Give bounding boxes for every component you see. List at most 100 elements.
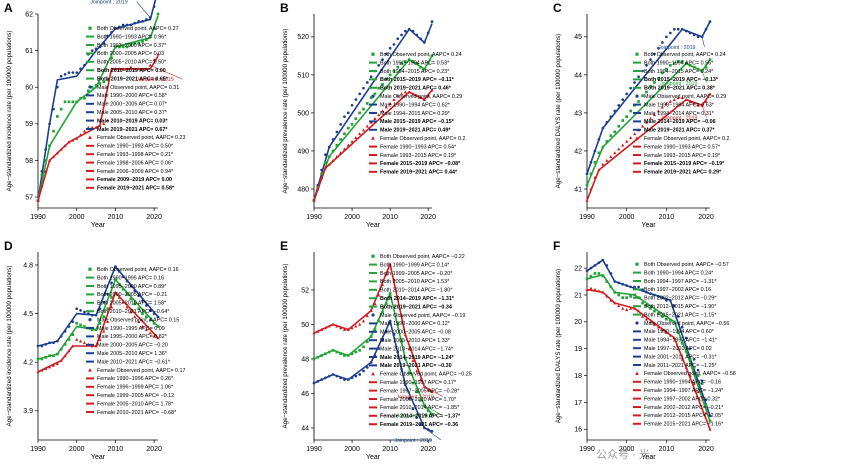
female-observed-point xyxy=(668,99,672,103)
legend-entry: Male 1994−2014 APC= 0.31* xyxy=(644,111,715,117)
both-observed-point xyxy=(156,12,160,16)
female-observed-point xyxy=(75,337,79,341)
male-observed-point xyxy=(411,407,415,411)
female-observed-point xyxy=(323,166,327,170)
legend-point-key xyxy=(635,321,639,325)
female-observed-point xyxy=(316,187,320,191)
female-observed-point xyxy=(688,99,692,103)
both-observed-point xyxy=(71,333,75,337)
both-observed-point xyxy=(106,307,110,311)
legend-entry: Female 2015−2019 APC= −0.08* xyxy=(380,161,461,167)
male-observed-point xyxy=(426,31,430,35)
female-observed-point xyxy=(117,67,121,71)
male-observed-point xyxy=(90,49,94,52)
male-observed-point xyxy=(661,41,664,44)
both-observed-point xyxy=(617,293,621,297)
male-observed-point xyxy=(63,73,67,76)
legend-entry: Both 2005−2010 APC= 1.53* xyxy=(380,279,450,285)
male-observed-point xyxy=(354,374,358,378)
both-observed-point xyxy=(589,274,593,278)
female-fitted-line xyxy=(313,263,433,393)
female-observed-point xyxy=(102,122,106,126)
male-observed-point xyxy=(102,41,106,45)
female-observed-point xyxy=(144,328,148,332)
female-observed-point xyxy=(605,294,609,298)
female-observed-point xyxy=(660,328,664,332)
legend-point-key xyxy=(88,368,92,372)
female-observed-point xyxy=(648,116,653,120)
both-observed-point xyxy=(63,100,67,104)
female-observed-point xyxy=(605,158,609,162)
y-tick-label: 520 xyxy=(297,34,309,41)
male-observed-point xyxy=(645,290,648,294)
male-observed-point xyxy=(52,341,55,345)
legend-entry: Female 2010−2021 APC= −0.68* xyxy=(97,410,177,416)
y-tick-label: 500 xyxy=(297,110,309,117)
both-observed-point xyxy=(676,60,680,63)
both-observed-point xyxy=(110,296,113,299)
male-observed-point xyxy=(665,298,668,302)
female-observed-point xyxy=(380,283,385,287)
female-observed-point xyxy=(399,314,404,318)
male-observed-point xyxy=(597,138,601,141)
male-observed-point xyxy=(672,27,676,31)
both-observed-point xyxy=(373,328,377,331)
female-observed-point xyxy=(597,168,601,172)
female-observed-point xyxy=(94,344,98,348)
male-observed-point xyxy=(110,281,113,285)
female-observed-point xyxy=(113,290,117,294)
female-observed-point xyxy=(121,67,125,71)
both-observed-point xyxy=(377,86,381,90)
legend-entry: Male 2010−2014 APC= −1.74* xyxy=(380,346,454,352)
male-observed-point xyxy=(129,23,133,27)
both-observed-point xyxy=(114,45,117,49)
female-observed-point xyxy=(419,377,423,381)
female-observed-point xyxy=(369,308,373,312)
male-observed-point xyxy=(668,31,672,35)
both-observed-point xyxy=(79,323,82,327)
legend-entry: Male Observed point, AAPC= 0.31 xyxy=(97,85,179,91)
y-tick-label: 45 xyxy=(574,34,582,41)
female-observed-point xyxy=(316,329,320,333)
y-tick-label: 61 xyxy=(25,48,33,55)
male-observed-point xyxy=(649,292,652,295)
both-observed-point xyxy=(381,83,384,86)
female-observed-point xyxy=(102,329,106,333)
legend-entry: Male Observed point, AAPC= 0.29 xyxy=(380,94,462,100)
x-tick-label: 1990 xyxy=(579,214,595,221)
legend-entry: Both 2010−2021 APC= −0.64* xyxy=(97,309,170,315)
legend-entry: Male 2014−2019 APC= −0.06 xyxy=(644,119,716,125)
both-observed-point xyxy=(83,325,86,328)
legend-entry: Female 1990−1996 APC= 0.26* xyxy=(97,376,174,382)
female-observed-point xyxy=(79,133,83,137)
both-observed-point xyxy=(48,354,51,358)
legend-entry: Both Observed point, AAPC= −0.22 xyxy=(380,254,465,260)
female-observed-point xyxy=(125,67,129,71)
female-observed-point xyxy=(79,339,83,343)
male-observed-point xyxy=(700,379,704,383)
male-observed-point xyxy=(327,145,331,149)
legend-entry: Female 2019−2021 APC= 0.58* xyxy=(97,186,175,192)
legend-entry: Both 2015−2021 APC= −1.15* xyxy=(644,312,717,318)
male-observed-point xyxy=(331,138,335,141)
legend-entry: Male 2005−2010 APC= 0.37* xyxy=(97,110,168,116)
legend-entry: Both 1995−2000 APC= 0.89* xyxy=(97,284,167,290)
male-observed-point xyxy=(704,398,708,402)
both-observed-point xyxy=(117,45,121,49)
male-observed-point xyxy=(117,25,121,29)
male-observed-point xyxy=(692,358,696,361)
female-observed-point xyxy=(656,325,660,329)
legend-entry: Female 2012−2015 APC= −2.05* xyxy=(644,413,724,419)
both-observed-point xyxy=(426,409,430,413)
legend-entry: Male 2019−2021 APC= −0.30 xyxy=(380,363,452,369)
female-observed-point xyxy=(40,368,44,372)
both-observed-point xyxy=(56,352,59,356)
both-observed-point xyxy=(645,304,648,308)
legend-entry: Both 1990−1999 APC= 0.14* xyxy=(380,262,450,268)
x-tick-label: 2020 xyxy=(146,446,162,453)
male-observed-point xyxy=(696,368,700,372)
x-tick-label: 2020 xyxy=(420,214,436,221)
female-observed-point xyxy=(589,187,593,191)
y-axis-title: Age−standardized DALYS rate (per 100000 … xyxy=(555,269,562,424)
legend-entry: Both 2015−2019 APC= −0.13* xyxy=(644,77,719,83)
